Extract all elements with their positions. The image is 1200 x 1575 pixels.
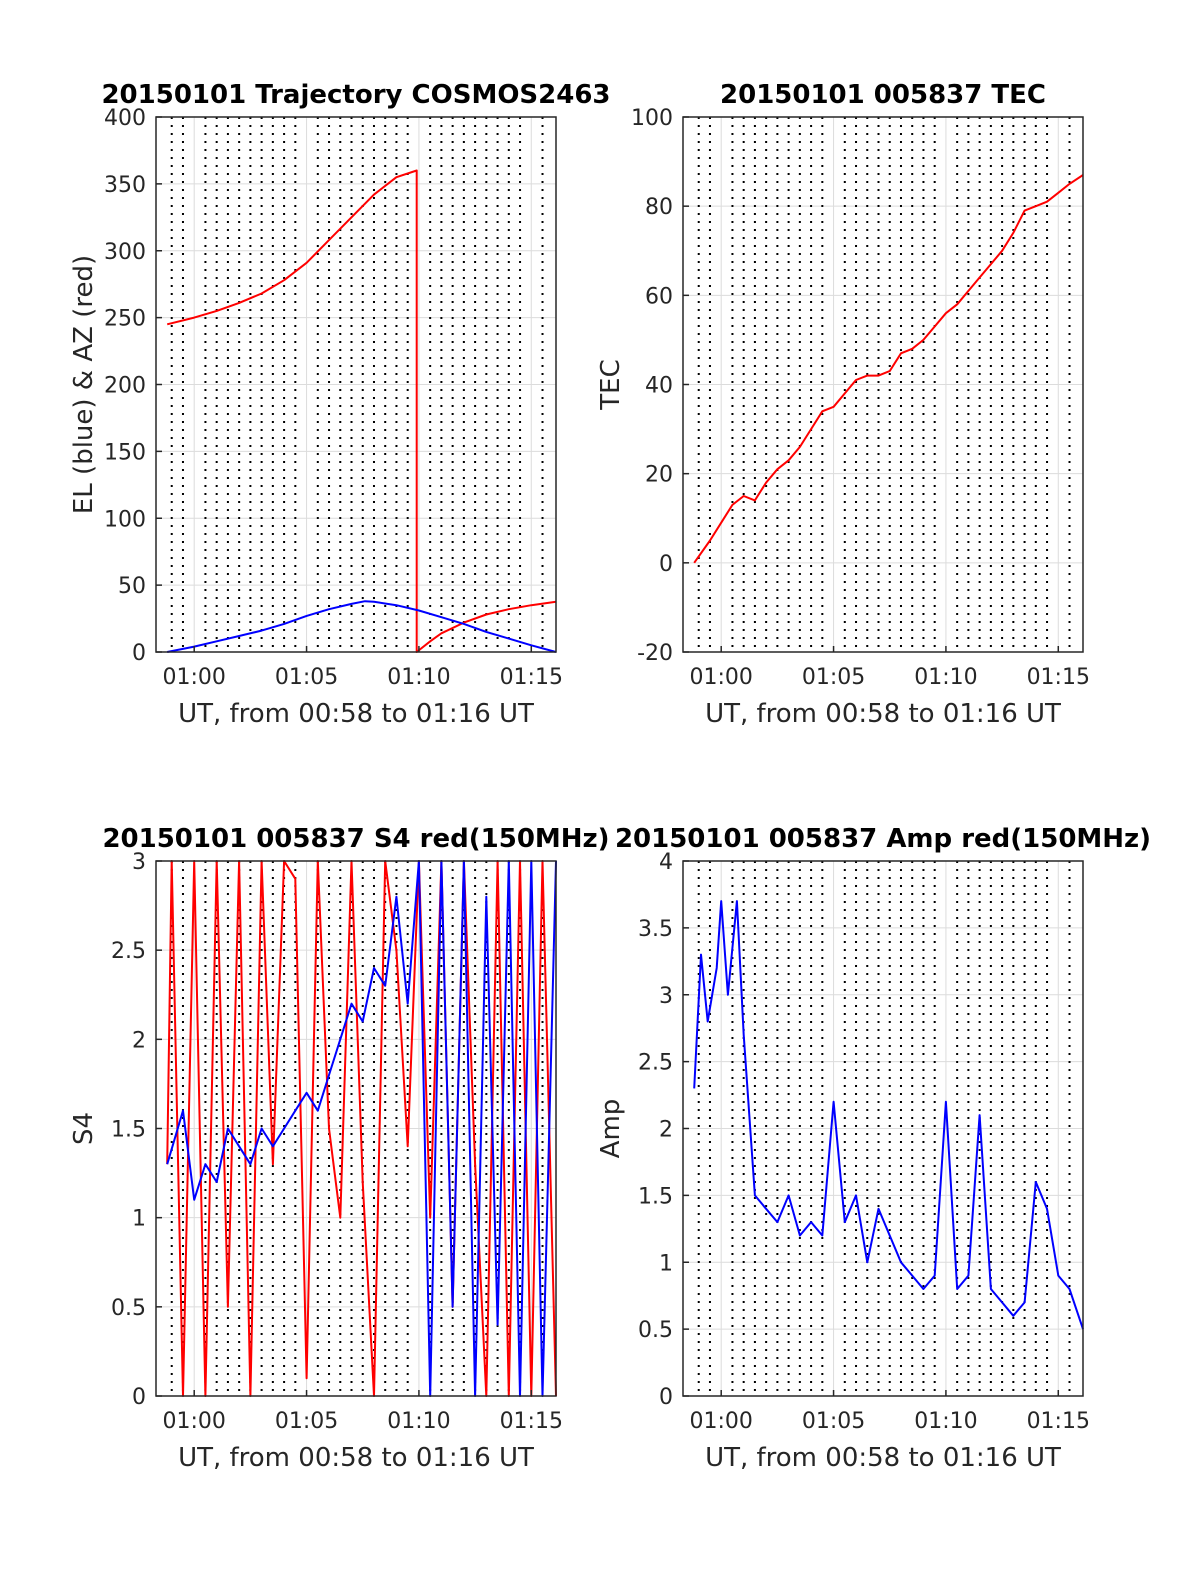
y-tick-label: 2.5 <box>111 939 146 964</box>
y-tick-label: 250 <box>104 307 146 332</box>
x-tick-label: 01:05 <box>275 665 338 690</box>
x-tick-label: 01:15 <box>500 665 563 690</box>
y-tick-label: 60 <box>645 284 673 309</box>
x-axis-label: UT, from 00:58 to 01:16 UT <box>705 1443 1061 1473</box>
y-tick-label: 3 <box>659 984 673 1009</box>
x-axis-label: UT, from 00:58 to 01:16 UT <box>705 699 1061 729</box>
y-tick-label: 0.5 <box>638 1318 673 1343</box>
x-axis-label: UT, from 00:58 to 01:16 UT <box>178 699 534 729</box>
x-tick-label: 01:15 <box>1027 665 1090 690</box>
series-line-1 <box>167 600 557 653</box>
y-tick-label: -20 <box>637 641 673 666</box>
series-line-1 <box>166 860 557 1397</box>
series-line-0 <box>166 860 557 1397</box>
trajectory-panel: 01:00 01:05 01:10 01:15 0 50 100 150 200 250 300 35… <box>69 80 611 729</box>
x-tick-label: 01:00 <box>689 665 752 690</box>
y-tick-label: 40 <box>645 374 673 399</box>
x-tick-label: 01:00 <box>689 1409 752 1434</box>
series-line-0 <box>693 900 1084 1330</box>
y-tick-label: 1.5 <box>111 1118 146 1143</box>
x-tick-label: 01:15 <box>1027 1409 1090 1434</box>
y-axis-label: S4 <box>69 1112 99 1145</box>
y-tick-label: 0 <box>132 641 146 666</box>
y-tick-label: 200 <box>104 374 146 399</box>
y-tick-label: 400 <box>104 106 146 131</box>
y-tick-label: 100 <box>104 507 146 532</box>
y-tick-label: 1 <box>132 1207 146 1232</box>
x-tick-label: 01:15 <box>500 1409 563 1434</box>
y-tick-label: 0 <box>659 552 673 577</box>
y-tick-label: 50 <box>118 574 146 599</box>
chart-title: 20150101 005837 S4 red(150MHz) <box>102 824 609 854</box>
y-tick-label: 4 <box>659 850 673 875</box>
x-tick-label: 01:00 <box>162 665 225 690</box>
series-line-0 <box>693 174 1084 564</box>
y-tick-label: 1.5 <box>638 1184 673 1209</box>
y-tick-label: 350 <box>104 173 146 198</box>
y-tick-label: 150 <box>104 440 146 465</box>
x-tick-label: 01:10 <box>914 1409 977 1434</box>
tec-panel: 01:00 01:05 01:10 01:15 -20 0 20 40 60 80 100 20150… <box>596 80 1090 729</box>
x-tick-label: 01:05 <box>275 1409 338 1434</box>
chart-title: 20150101 Trajectory COSMOS2463 <box>101 80 610 110</box>
y-tick-label: 2 <box>132 1028 146 1053</box>
y-tick-label: 3 <box>132 850 146 875</box>
x-axis-label: UT, from 00:58 to 01:16 UT <box>178 1443 534 1473</box>
y-tick-label: 0 <box>132 1385 146 1410</box>
chart-title: 20150101 005837 Amp red(150MHz) <box>615 824 1151 854</box>
y-tick-label: 2 <box>659 1118 673 1143</box>
y-axis-label: Amp <box>596 1099 626 1159</box>
x-tick-label: 01:05 <box>802 1409 865 1434</box>
y-tick-label: 1 <box>659 1251 673 1276</box>
series-line-0 <box>166 169 557 653</box>
x-tick-label: 01:10 <box>387 665 450 690</box>
y-tick-label: 80 <box>645 195 673 220</box>
y-tick-label: 100 <box>631 106 673 131</box>
y-tick-label: 20 <box>645 463 673 488</box>
y-tick-label: 2.5 <box>638 1051 673 1076</box>
y-tick-label: 0.5 <box>111 1296 146 1321</box>
x-tick-label: 01:10 <box>387 1409 450 1434</box>
x-tick-label: 01:00 <box>162 1409 225 1434</box>
y-axis-label: EL (blue) & AZ (red) <box>69 255 99 514</box>
y-axis-label: TEC <box>596 359 626 410</box>
chart-title: 20150101 005837 TEC <box>720 80 1046 110</box>
y-tick-label: 0 <box>659 1385 673 1410</box>
x-tick-label: 01:05 <box>802 665 865 690</box>
y-tick-label: 300 <box>104 240 146 265</box>
amp-panel: 01:00 01:05 01:10 01:15 0 0.5 1 1.5 2 2.5 3 3.5 4201… <box>596 824 1151 1473</box>
y-tick-label: 3.5 <box>638 917 673 942</box>
x-tick-label: 01:10 <box>914 665 977 690</box>
s4-panel: 01:00 01:05 01:10 01:15 0 0.5 1 1.5 2 2.5 32015010… <box>69 824 610 1473</box>
